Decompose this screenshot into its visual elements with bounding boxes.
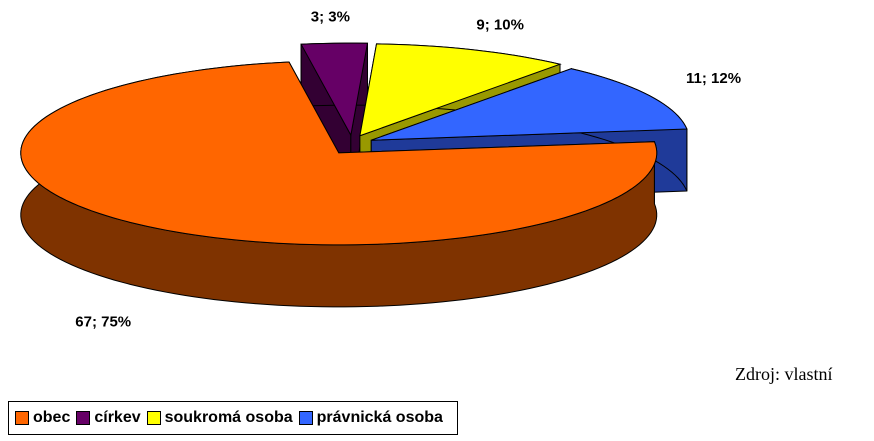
legend-item: obec — [15, 409, 70, 427]
data-label: 11; 12% — [686, 70, 741, 87]
legend: obec církev soukromá osoba právnická osoba — [8, 401, 458, 435]
chart: 67; 75% 3; 3% 9; 10% 11; 12% — [20, 9, 741, 330]
legend-item: církev — [76, 409, 141, 427]
legend-item: právnická osoba — [298, 409, 443, 427]
slice — [371, 68, 688, 141]
legend-swatch — [15, 411, 29, 425]
legend-swatch — [298, 411, 313, 425]
legend-label: soukromá osoba — [164, 409, 293, 426]
slice — [300, 42, 369, 137]
source-note: Zdroj: vlastní — [735, 364, 833, 384]
data-label: 9; 10% — [476, 16, 524, 33]
legend-item: soukromá osoba — [146, 409, 293, 427]
legend-swatch — [76, 411, 91, 425]
slice-group — [20, 61, 658, 308]
legend-swatch — [146, 411, 161, 425]
data-label: 67; 75% — [75, 313, 131, 330]
legend-label: obec — [33, 409, 71, 426]
data-label: 3; 3% — [311, 9, 350, 26]
slice — [359, 43, 562, 137]
legend-label: právnická osoba — [316, 409, 443, 426]
legend-label: církev — [94, 409, 141, 426]
slice — [20, 61, 658, 246]
